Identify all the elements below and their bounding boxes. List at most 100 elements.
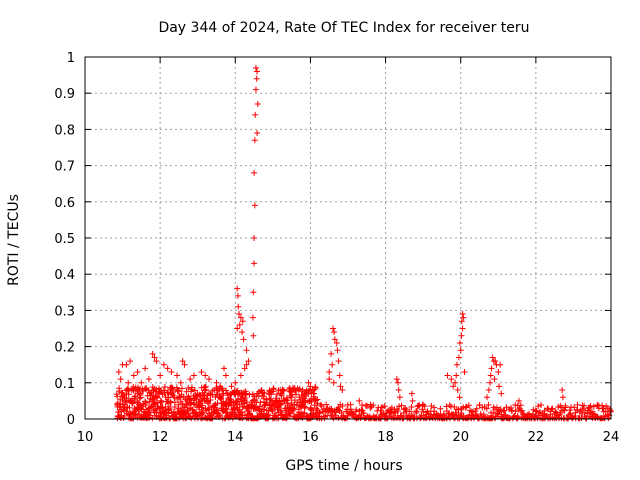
data-point bbox=[483, 405, 490, 412]
data-point bbox=[166, 405, 173, 412]
data-point bbox=[283, 397, 290, 404]
data-point bbox=[377, 407, 384, 414]
data-point bbox=[211, 402, 218, 409]
x-tick-label: 22 bbox=[528, 430, 545, 445]
data-point bbox=[190, 372, 197, 379]
data-point bbox=[270, 385, 277, 392]
data-point bbox=[190, 400, 197, 407]
data-point bbox=[233, 400, 240, 407]
data-point bbox=[291, 397, 298, 404]
data-point bbox=[251, 169, 258, 176]
data-point bbox=[408, 390, 415, 397]
data-point bbox=[358, 406, 365, 413]
data-point bbox=[209, 415, 216, 422]
data-point bbox=[280, 387, 287, 394]
data-point bbox=[574, 401, 581, 408]
data-point bbox=[291, 385, 298, 392]
data-point bbox=[394, 379, 401, 386]
data-point bbox=[266, 390, 273, 397]
data-point bbox=[526, 410, 533, 417]
data-point bbox=[119, 361, 126, 368]
data-point bbox=[465, 402, 472, 409]
data-point bbox=[456, 394, 463, 401]
data-point bbox=[191, 387, 198, 394]
plot-frame bbox=[84, 56, 612, 420]
data-point bbox=[329, 361, 336, 368]
data-point bbox=[165, 394, 172, 401]
data-point bbox=[161, 383, 168, 390]
data-point bbox=[296, 385, 303, 392]
data-point bbox=[251, 137, 258, 144]
data-point bbox=[444, 372, 451, 379]
y-tick-label: 0.1 bbox=[54, 377, 75, 392]
data-point bbox=[488, 365, 495, 372]
data-point bbox=[337, 383, 344, 390]
x-tick-label: 18 bbox=[377, 430, 394, 445]
data-point bbox=[487, 372, 494, 379]
data-point bbox=[524, 411, 531, 418]
data-point bbox=[252, 111, 259, 118]
data-point bbox=[200, 409, 207, 416]
data-point bbox=[254, 68, 261, 75]
data-point bbox=[279, 386, 286, 393]
data-point bbox=[269, 408, 276, 415]
data-point bbox=[517, 402, 524, 409]
x-tick-label: 10 bbox=[77, 430, 94, 445]
data-point bbox=[202, 386, 209, 393]
data-point bbox=[130, 415, 137, 422]
data-point bbox=[113, 391, 120, 398]
data-point bbox=[607, 407, 614, 414]
data-point bbox=[533, 408, 540, 415]
data-point bbox=[125, 386, 132, 393]
data-point bbox=[331, 329, 338, 336]
data-point bbox=[232, 379, 239, 386]
data-point bbox=[299, 394, 306, 401]
data-point bbox=[277, 401, 284, 408]
data-point bbox=[323, 401, 330, 408]
data-point bbox=[277, 390, 284, 397]
data-point bbox=[316, 409, 323, 416]
data-point bbox=[473, 405, 480, 412]
data-point bbox=[237, 314, 244, 321]
data-point bbox=[253, 75, 260, 82]
data-point bbox=[452, 379, 459, 386]
data-point bbox=[454, 387, 461, 394]
data-points bbox=[113, 64, 614, 422]
y-tick-label: 0.5 bbox=[54, 232, 75, 247]
data-point bbox=[258, 387, 265, 394]
data-point bbox=[119, 397, 126, 404]
data-point bbox=[448, 376, 455, 383]
data-point bbox=[437, 411, 444, 418]
data-point bbox=[223, 387, 230, 394]
data-point bbox=[213, 379, 220, 386]
data-point bbox=[261, 389, 268, 396]
data-point bbox=[149, 396, 156, 403]
data-point bbox=[485, 401, 492, 408]
data-point bbox=[512, 408, 519, 415]
data-point bbox=[188, 384, 195, 391]
data-point bbox=[150, 401, 157, 408]
data-point bbox=[559, 387, 566, 394]
data-point bbox=[162, 393, 169, 400]
data-point bbox=[326, 376, 333, 383]
data-point bbox=[359, 401, 366, 408]
y-tick-label: 0.8 bbox=[54, 123, 75, 138]
data-point bbox=[396, 394, 403, 401]
data-point bbox=[456, 339, 463, 346]
axis-ticks: 10 12 14 16 18 20 22 24 0 0.1 0.2 0.3 0.4 0.5 0.6 0.7 0.… bbox=[54, 51, 619, 445]
data-point bbox=[491, 376, 498, 383]
data-point bbox=[495, 368, 502, 375]
data-point bbox=[305, 390, 312, 397]
data-point bbox=[586, 413, 593, 420]
data-point bbox=[241, 365, 248, 372]
data-point bbox=[252, 86, 259, 93]
data-point bbox=[458, 332, 465, 339]
data-point bbox=[308, 398, 315, 405]
data-point bbox=[201, 387, 208, 394]
data-point bbox=[453, 361, 460, 368]
data-point bbox=[288, 394, 295, 401]
data-point bbox=[398, 402, 405, 409]
data-point bbox=[453, 372, 460, 379]
data-point bbox=[245, 358, 252, 365]
data-point bbox=[292, 391, 299, 398]
